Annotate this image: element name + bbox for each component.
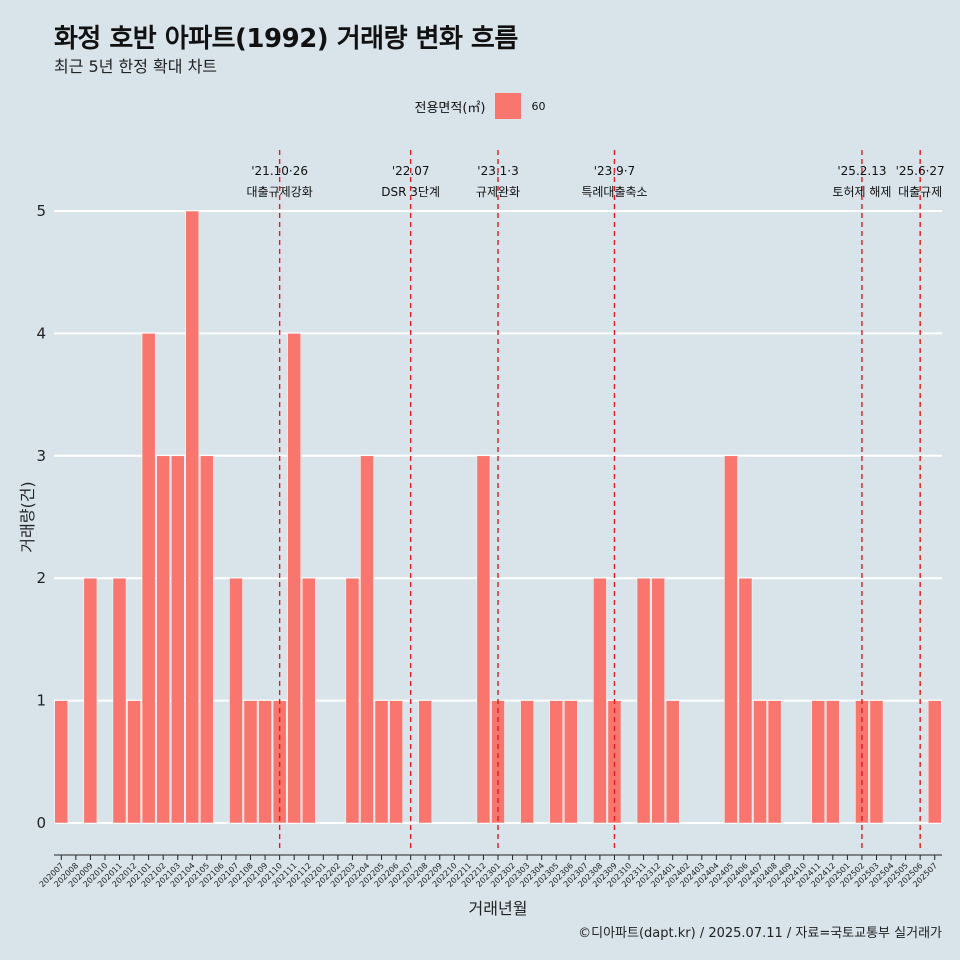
chart-subtitle: 최근 5년 한정 확대 차트 bbox=[54, 57, 218, 76]
bars-layer bbox=[54, 210, 942, 824]
bar bbox=[229, 577, 243, 824]
event-date-label: '25.2.13 bbox=[837, 164, 886, 178]
event-name-label: 대출규제 bbox=[898, 185, 942, 199]
source-caption: ©디아파트(dapt.kr) / 2025.07.11 / 자료=국토교통부 실… bbox=[578, 926, 942, 941]
chart-title: 화정 호반 아파트(1992) 거래량 변화 흐름 bbox=[54, 24, 518, 54]
event-name-label: 토허제 해제 bbox=[832, 185, 891, 199]
bar bbox=[767, 700, 782, 824]
bar bbox=[811, 700, 826, 824]
legend-label: 60 bbox=[531, 99, 546, 113]
bar bbox=[753, 700, 767, 824]
bar bbox=[127, 700, 141, 824]
bar bbox=[374, 700, 389, 824]
y-axis-title: 거래량(건) bbox=[18, 481, 37, 552]
bar bbox=[141, 333, 156, 824]
y-tick-label: 3 bbox=[36, 447, 46, 465]
event-date-label: '21.10·26 bbox=[251, 164, 308, 178]
event-date-label: '22.07 bbox=[392, 164, 430, 178]
event-name-label: 특례대출축소 bbox=[581, 185, 647, 199]
event-date-label: '23.1·3 bbox=[477, 164, 518, 178]
legend: 전용면적(㎡) 60 bbox=[0, 93, 960, 119]
bar bbox=[476, 455, 491, 824]
bar bbox=[301, 577, 316, 824]
bar bbox=[258, 700, 272, 824]
y-tick-label: 1 bbox=[36, 692, 46, 710]
bar bbox=[636, 577, 651, 824]
bar bbox=[170, 455, 185, 824]
event-name-label: 규제완화 bbox=[476, 185, 520, 199]
y-tick-label: 0 bbox=[36, 814, 46, 832]
bar bbox=[738, 577, 753, 824]
bar bbox=[345, 577, 360, 824]
bar bbox=[243, 700, 258, 824]
event-date-label: '25.6·27 bbox=[896, 164, 945, 178]
bar bbox=[83, 577, 98, 824]
bar bbox=[54, 700, 69, 824]
bar bbox=[520, 700, 534, 824]
bar bbox=[593, 577, 607, 824]
bar bbox=[651, 577, 665, 824]
bar bbox=[418, 700, 433, 824]
event-date-label: '23.9·7 bbox=[594, 164, 635, 178]
bar bbox=[563, 700, 578, 824]
bar bbox=[389, 700, 403, 824]
event-name-label: DSR 3단계 bbox=[381, 185, 440, 199]
bar bbox=[724, 455, 738, 824]
bar bbox=[112, 577, 127, 824]
bar bbox=[287, 333, 301, 824]
bar bbox=[869, 700, 884, 824]
y-tick-label: 4 bbox=[36, 324, 46, 342]
bar bbox=[185, 210, 200, 824]
legend-swatch bbox=[495, 93, 522, 119]
axis-layer: 0123452020072020082020092020102020112020… bbox=[36, 202, 942, 889]
bar bbox=[549, 700, 564, 824]
bar bbox=[665, 700, 680, 824]
x-axis-title: 거래년월 bbox=[469, 899, 528, 918]
bar bbox=[927, 700, 942, 824]
bar bbox=[826, 700, 840, 824]
y-tick-label: 2 bbox=[36, 569, 46, 587]
legend-title: 전용면적(㎡) bbox=[414, 100, 486, 116]
events-layer: '21.10·26 대출규제강화 '22.07 DSR 3단계 '23.1·3 규제완화 '… bbox=[247, 150, 945, 850]
bar bbox=[360, 455, 374, 824]
bar bbox=[200, 455, 214, 824]
y-tick-label: 5 bbox=[36, 202, 46, 220]
event-name-label: 대출규제강화 bbox=[247, 185, 313, 199]
bar bbox=[156, 455, 170, 824]
